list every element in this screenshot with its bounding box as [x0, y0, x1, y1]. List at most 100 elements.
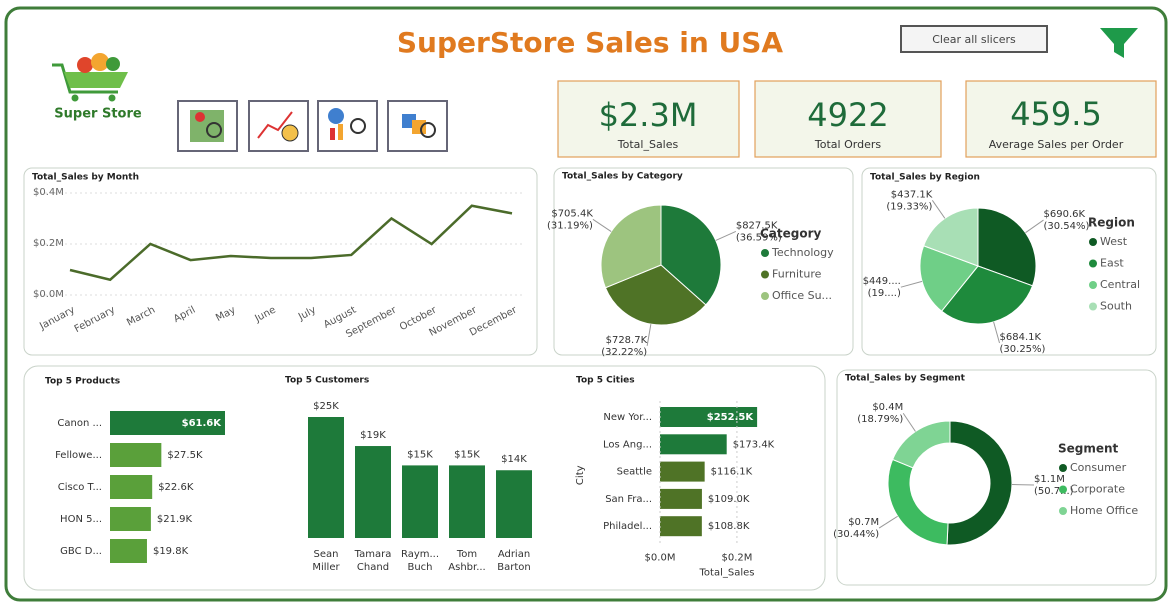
legend-label: Consumer	[1070, 461, 1127, 474]
data-label: $21.9K	[157, 514, 193, 525]
leader	[715, 231, 737, 241]
data-label: (36.59%)	[736, 232, 782, 243]
kpi-label: Average Sales per Order	[989, 138, 1124, 151]
x-tick-label: Sean Miller	[312, 549, 340, 573]
x-tick-label: Adrian Barton	[497, 549, 530, 573]
x-tick-label: Tom Ashbr...	[448, 549, 485, 573]
nav-analytics[interactable]	[317, 100, 378, 152]
data-label: $27.5K	[167, 450, 203, 461]
data-label: $728.7K	[606, 335, 648, 346]
y-tick-label: $0.4M	[33, 187, 64, 198]
data-label: $437.1K	[891, 189, 933, 200]
data-label: $1.1M	[1034, 474, 1065, 485]
y-tick-label: $0.2M	[33, 238, 64, 249]
kpi-value: $2.3M	[599, 96, 698, 134]
data-label: $109.0K	[708, 494, 750, 505]
legend-label: Furniture	[772, 268, 822, 281]
bar	[355, 446, 391, 538]
y-tick-label: Los Ang...	[603, 439, 652, 450]
chart-title: Top 5 Customers	[285, 376, 369, 386]
nav-trend[interactable]	[248, 100, 309, 152]
logo-text: Super Store	[54, 107, 142, 122]
chart: Total_Sales by Category $827.5K(36.59%) $7…	[547, 172, 834, 358]
legend-label: South	[1100, 300, 1132, 313]
data-label: $22.6K	[158, 482, 194, 493]
legend-swatch	[1089, 259, 1097, 268]
bar	[110, 507, 151, 531]
logo	[52, 53, 128, 102]
slice	[940, 265, 1034, 325]
leader	[1011, 484, 1034, 486]
data-label: $827.5K	[736, 220, 778, 231]
data-label: $690.6K	[1044, 209, 1086, 220]
data-label: $19K	[360, 430, 386, 441]
data-label: (31.19%)	[547, 220, 593, 231]
data-label: $0.7M	[848, 517, 879, 528]
data-label: (50.7...)	[1034, 486, 1074, 497]
legend-label: Central	[1100, 278, 1140, 291]
y-axis-label: City	[575, 465, 586, 485]
bar	[660, 434, 727, 455]
clear-slicers[interactable]: Clear all slicers	[900, 25, 1048, 53]
chart: Top 5 Customers $25K Sean Miller $19K Tamara C…	[285, 376, 532, 573]
data-label: $61.6K	[182, 418, 223, 429]
y-tick-label: HON 5...	[60, 514, 102, 525]
x-tick-label: Raym... Buch	[401, 549, 439, 573]
legend-swatch	[1059, 485, 1067, 494]
chart-title: Total_Sales by Region	[870, 173, 980, 183]
chart-title: Total_Sales by Category	[562, 172, 683, 182]
kpi-label: Total Orders	[814, 138, 881, 151]
clear-button[interactable]	[900, 25, 1048, 53]
y-tick-label: Philadel...	[603, 521, 652, 532]
x-tick-label: Tamara Chand	[354, 549, 392, 573]
leader	[900, 280, 923, 288]
legend-swatch	[1089, 302, 1097, 311]
chart-title: Total_Sales by Segment	[845, 374, 966, 384]
legend-swatch	[761, 270, 769, 279]
bar	[110, 475, 153, 499]
slice	[977, 207, 1037, 287]
bar	[110, 411, 225, 435]
chart: Top 5 Cities New Yor... $252.5K Los Ang... $…	[575, 376, 775, 579]
legend-swatch	[1089, 238, 1097, 246]
data-label: $0.4M	[872, 402, 903, 413]
legend-swatch	[1089, 281, 1097, 289]
slice	[946, 420, 1013, 546]
filter-icon[interactable]	[1100, 28, 1138, 58]
leader	[993, 321, 1000, 344]
bar	[660, 516, 702, 537]
y-tick-label: Cisco T...	[58, 482, 102, 493]
chart: Top 5 Products Canon ... $61.6K Fellowe... $…	[45, 377, 225, 563]
title: SuperStore Sales in USA	[397, 26, 784, 59]
data-label: (19....)	[868, 288, 901, 299]
legend-swatch	[1059, 507, 1067, 515]
legend-title: Segment	[1058, 442, 1119, 456]
data-label: $173.4K	[733, 439, 775, 450]
chart: Total_Sales by Region $690.6K(30.54%) $684…	[863, 173, 1140, 356]
leader	[592, 218, 612, 232]
x-tick-label: $0.0M	[645, 553, 676, 564]
kpi-card	[557, 80, 740, 158]
y-tick-label: Seattle	[617, 467, 652, 478]
slice	[891, 420, 951, 469]
legend-label: Technology	[771, 246, 834, 259]
y-tick-label: Fellowe...	[55, 450, 102, 461]
chart: Total_Sales by Segment $1.1M(50.7...) $0.7…	[833, 374, 1138, 546]
data-label: $19.8K	[153, 546, 189, 557]
bar	[660, 407, 758, 427]
clear-button-label: Clear all slicers	[932, 33, 1016, 46]
slice	[604, 264, 707, 326]
bar	[308, 417, 344, 538]
data-label: $15K	[454, 449, 480, 460]
bar	[449, 465, 485, 538]
kpi-value: 4922	[807, 96, 888, 134]
chart-title: Top 5 Products	[45, 377, 120, 387]
x-tick-label: $0.2M	[721, 553, 752, 564]
leader	[646, 324, 652, 346]
nav-buttons[interactable]	[177, 100, 448, 152]
slice	[600, 204, 662, 289]
data-label: (19.33%)	[886, 201, 932, 212]
data-label: $15K	[407, 449, 433, 460]
bar	[496, 470, 532, 538]
